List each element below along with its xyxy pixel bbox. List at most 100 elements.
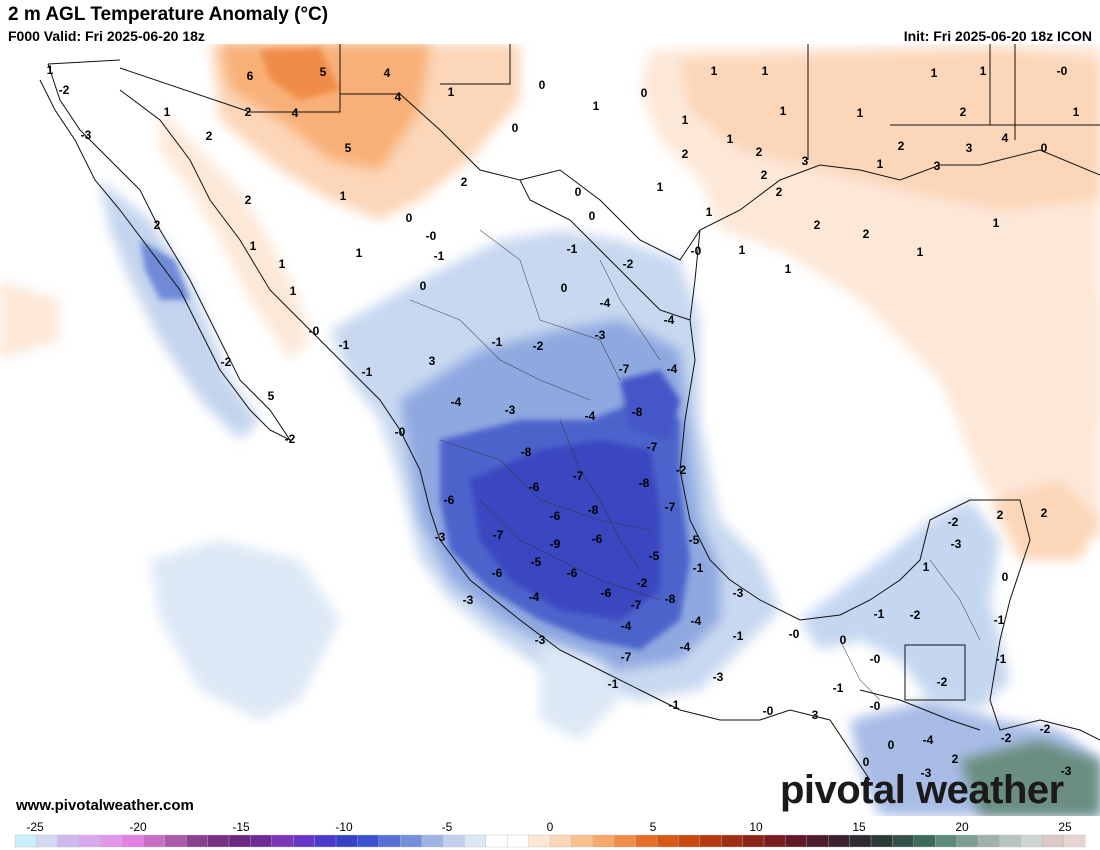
colorbar-swatch: [956, 834, 979, 848]
anomaly-value-label: -4: [923, 733, 934, 747]
anomaly-value-label: 0: [840, 633, 847, 647]
colorbar-swatch: [121, 834, 144, 848]
anomaly-value-label: 1: [931, 66, 938, 80]
anomaly-value-label: -1: [567, 242, 578, 256]
anomaly-value-label: -6: [601, 586, 612, 600]
colorbar-swatch: [207, 834, 230, 848]
colorbar-swatch: [1041, 834, 1065, 848]
anomaly-value-label: 0: [512, 121, 519, 135]
anomaly-value-label: -6: [550, 509, 561, 523]
colorbar-tick-label: -25: [26, 820, 44, 834]
colorbar-swatch: [870, 834, 893, 848]
anomaly-value-label: 2: [682, 147, 689, 161]
anomaly-value-label: -0: [870, 652, 881, 666]
anomaly-value-label: -2: [948, 515, 959, 529]
init-time: Init: Fri 2025-06-20 18z ICON: [903, 28, 1092, 44]
anomaly-value-label: 2: [952, 752, 959, 766]
colorbar-swatch: [935, 834, 958, 848]
anomaly-value-label: -2: [910, 608, 921, 622]
anomaly-value-label: 0: [406, 211, 413, 225]
anomaly-value-label: 0: [641, 86, 648, 100]
anomaly-value-label: 0: [1041, 141, 1048, 155]
anomaly-value-label: 3: [812, 708, 819, 722]
anomaly-value-label: -3: [81, 128, 92, 142]
anomaly-value-label: -6: [567, 566, 578, 580]
anomaly-value-label: -2: [1001, 731, 1012, 745]
anomaly-value-label: -1: [669, 698, 680, 712]
anomaly-value-label: 1: [657, 180, 664, 194]
anomaly-value-label: -3: [1061, 764, 1072, 778]
anomaly-shading: [0, 44, 1100, 816]
anomaly-value-label: 1: [923, 560, 930, 574]
colorbar-swatch: [721, 834, 744, 848]
colorbar-swatch: [250, 834, 273, 848]
anomaly-value-label: -3: [733, 586, 744, 600]
anomaly-value-label: -7: [647, 440, 658, 454]
anomaly-value-label: 1: [780, 104, 787, 118]
anomaly-value-label: -0: [691, 244, 702, 258]
anomaly-value-label: 4: [292, 106, 299, 120]
anomaly-value-label: -1: [833, 681, 844, 695]
colorbar-tick-label: 0: [546, 820, 554, 834]
anomaly-value-label: -2: [637, 576, 648, 590]
anomaly-value-label: -9: [550, 537, 561, 551]
colorbar-tick-label: -10: [335, 820, 353, 834]
colorbar-swatch: [1020, 834, 1043, 848]
anomaly-value-label: -4: [529, 590, 540, 604]
anomaly-map: 1 -2 -3 6 5 4 1 2 4 4 1 0 1 0 0 1 1 1 1 -0 1 1 1 2 1 2 5 2 1 2 3 1 2 4 3 3 0…: [0, 44, 1100, 816]
anomaly-value-label: 0: [1002, 570, 1009, 584]
anomaly-value-label: -4: [451, 395, 462, 409]
colorbar-swatch: [78, 834, 102, 848]
anomaly-value-label: -1: [874, 607, 885, 621]
anomaly-value-label: -3: [535, 633, 546, 647]
anomaly-value-label: -0: [763, 704, 774, 718]
anomaly-value-label: 1: [739, 243, 746, 257]
colorbar-swatch: [699, 834, 722, 848]
anomaly-value-label: 4: [384, 66, 391, 80]
anomaly-value-label: -0: [395, 425, 406, 439]
anomaly-value-label: -6: [529, 480, 540, 494]
anomaly-value-label: -8: [521, 445, 532, 459]
anomaly-value-label: -6: [492, 566, 503, 580]
anomaly-value-label: 0: [888, 738, 895, 752]
anomaly-value-label: -3: [463, 593, 474, 607]
anomaly-value-label: 1: [993, 216, 1000, 230]
colorbar-swatch: [828, 834, 851, 848]
colorbar-tick-label: 5: [649, 820, 657, 834]
anomaly-value-label: 2: [756, 145, 763, 159]
anomaly-value-label: 0: [539, 78, 546, 92]
anomaly-value-label: -4: [585, 409, 596, 423]
anomaly-value-label: 2: [461, 175, 468, 189]
anomaly-value-label: -1: [693, 561, 704, 575]
anomaly-value-label: 1: [164, 105, 171, 119]
colorbar-tick-label: 25: [1058, 820, 1072, 834]
anomaly-value-label: 6: [247, 69, 254, 83]
colorbar-swatch: [442, 834, 465, 848]
anomaly-value-label: 2: [245, 105, 252, 119]
anomaly-value-label: 3: [934, 159, 941, 173]
anomaly-value-label: -0: [789, 627, 800, 641]
colorbar-swatch: [464, 834, 487, 848]
anomaly-value-label: -4: [667, 362, 678, 376]
anomaly-value-label: 2: [154, 218, 161, 232]
website-url: www.pivotalweather.com: [16, 797, 194, 814]
anomaly-value-label: 1: [785, 262, 792, 276]
anomaly-value-label: -0: [426, 229, 437, 243]
anomaly-value-label: 0: [863, 755, 870, 769]
colorbar-swatch: [335, 834, 358, 848]
anomaly-value-label: -1: [733, 629, 744, 643]
anomaly-value-label: 2: [761, 168, 768, 182]
colorbar-swatch: [314, 834, 337, 848]
anomaly-value-label: -6: [592, 532, 603, 546]
anomaly-value-label: -2: [676, 463, 687, 477]
anomaly-value-label: 1: [706, 205, 713, 219]
anomaly-value-label: -1: [492, 335, 503, 349]
anomaly-value-label: -5: [531, 555, 542, 569]
anomaly-value-label: -7: [493, 528, 504, 542]
anomaly-value-label: -1: [996, 652, 1007, 666]
anomaly-value-label: 1: [1073, 105, 1080, 119]
anomaly-value-label: 2: [960, 105, 967, 119]
state-lines: [409, 229, 981, 701]
anomaly-value-label: -3: [713, 670, 724, 684]
